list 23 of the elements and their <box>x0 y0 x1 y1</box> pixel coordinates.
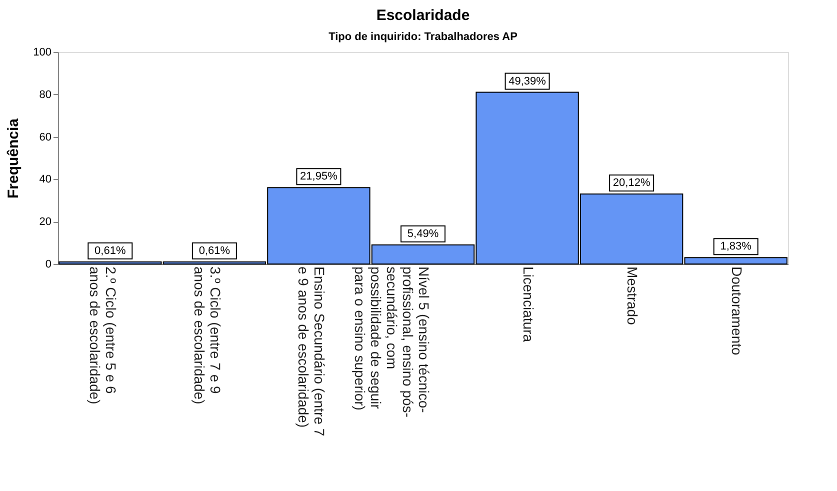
annotation: 49,39% <box>508 75 546 88</box>
x-tick-label: 3.º Ciclo (entre 7 e 9 anos de escolaridade) <box>191 266 224 404</box>
y-tick-label: 80 <box>39 88 52 101</box>
annotation: 21,95% <box>300 170 338 183</box>
y-tick-label: 20 <box>39 216 52 228</box>
y-tick-label: 0 <box>45 258 52 270</box>
x-tick-label: Nível 5 (ensino técnico-profissional, ensino pós-secundário, com possibilidade de seguir para o ensino superior) <box>352 266 432 418</box>
x-tick-label: Mestrado <box>624 266 641 326</box>
annotation: 5,49% <box>407 228 439 240</box>
chart-subtitle: Tipo de inquirido: Trabalhadores AP <box>328 31 518 43</box>
y-tick-label: 100 <box>33 46 52 58</box>
annotation: 0,61% <box>198 244 230 257</box>
x-tick-label: Doutoramento <box>728 266 745 356</box>
x-tick-label: Licenciatura <box>520 266 536 342</box>
annotation: 1,83% <box>720 240 752 253</box>
annotation: 20,12% <box>612 177 650 190</box>
x-tick-label: 2.º Ciclo (entre 5 e 6 anos de escolaridade) <box>87 266 120 404</box>
y-tick-label: 40 <box>39 174 52 186</box>
chart-title: Escolaridade <box>376 7 470 24</box>
y-axis-title: Frequência <box>5 118 22 199</box>
annotation: 0,61% <box>94 244 126 257</box>
y-tick-label: 60 <box>39 131 52 144</box>
x-tick-label: Ensino Secundário (entre 7 e 9 anos de escolaridade) <box>296 266 328 436</box>
